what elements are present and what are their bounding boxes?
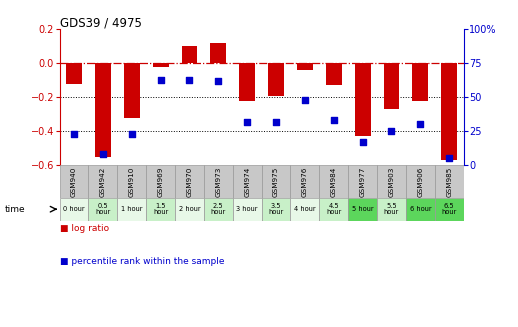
Text: GSM976: GSM976 bbox=[302, 166, 308, 197]
Text: time: time bbox=[5, 205, 26, 214]
Point bbox=[99, 152, 107, 157]
Bar bbox=[66, 63, 82, 84]
Text: GSM975: GSM975 bbox=[273, 166, 279, 197]
Text: 4.5
hour: 4.5 hour bbox=[326, 203, 341, 215]
Text: GSM903: GSM903 bbox=[388, 166, 395, 197]
Text: GSM969: GSM969 bbox=[157, 166, 164, 197]
Text: 3.5
hour: 3.5 hour bbox=[268, 203, 284, 215]
Bar bbox=[377, 198, 406, 221]
Bar bbox=[319, 198, 348, 221]
Text: ■ log ratio: ■ log ratio bbox=[60, 224, 109, 233]
Text: GSM910: GSM910 bbox=[128, 166, 135, 197]
Point bbox=[272, 119, 280, 124]
Bar bbox=[291, 198, 319, 221]
Point bbox=[70, 131, 78, 136]
Bar bbox=[175, 198, 204, 221]
Text: 6.5
hour: 6.5 hour bbox=[441, 203, 457, 215]
Bar bbox=[89, 198, 117, 221]
Bar bbox=[117, 198, 146, 221]
Bar bbox=[268, 63, 284, 95]
Point bbox=[358, 139, 367, 145]
Text: GSM970: GSM970 bbox=[186, 166, 193, 197]
Bar bbox=[146, 165, 175, 198]
Text: GSM906: GSM906 bbox=[418, 166, 423, 197]
Bar bbox=[124, 63, 140, 118]
Text: 2.5
hour: 2.5 hour bbox=[211, 203, 226, 215]
Text: 5.5
hour: 5.5 hour bbox=[384, 203, 399, 215]
Bar bbox=[204, 198, 233, 221]
Text: 1 hour: 1 hour bbox=[121, 206, 142, 212]
Bar bbox=[291, 165, 319, 198]
Bar bbox=[326, 63, 342, 85]
Bar bbox=[181, 46, 197, 63]
Text: 0 hour: 0 hour bbox=[63, 206, 85, 212]
Bar bbox=[233, 165, 262, 198]
Text: GSM985: GSM985 bbox=[446, 166, 452, 197]
Text: 3 hour: 3 hour bbox=[236, 206, 258, 212]
Text: GSM973: GSM973 bbox=[215, 166, 221, 197]
Text: GSM977: GSM977 bbox=[359, 166, 366, 197]
Text: GSM942: GSM942 bbox=[100, 166, 106, 197]
Bar bbox=[117, 165, 146, 198]
Bar bbox=[95, 63, 111, 157]
Bar bbox=[435, 198, 464, 221]
Bar bbox=[175, 165, 204, 198]
Bar bbox=[441, 63, 457, 160]
Point bbox=[127, 131, 136, 136]
Bar bbox=[262, 165, 291, 198]
Bar bbox=[319, 165, 348, 198]
Bar bbox=[60, 198, 89, 221]
Text: GSM974: GSM974 bbox=[244, 166, 250, 197]
Point bbox=[416, 122, 424, 127]
Bar bbox=[153, 63, 168, 67]
Bar bbox=[377, 165, 406, 198]
Bar bbox=[355, 63, 370, 136]
Bar bbox=[406, 198, 435, 221]
Text: GDS39 / 4975: GDS39 / 4975 bbox=[60, 16, 141, 29]
Bar bbox=[435, 165, 464, 198]
Bar bbox=[89, 165, 117, 198]
Bar bbox=[210, 43, 226, 63]
Text: 2 hour: 2 hour bbox=[179, 206, 200, 212]
Point bbox=[243, 119, 251, 124]
Point bbox=[214, 78, 222, 84]
Bar bbox=[412, 63, 428, 101]
Text: 1.5
hour: 1.5 hour bbox=[153, 203, 168, 215]
Bar bbox=[348, 165, 377, 198]
Bar bbox=[383, 63, 399, 109]
Bar bbox=[60, 165, 89, 198]
Bar bbox=[348, 198, 377, 221]
Bar bbox=[233, 198, 262, 221]
Text: GSM984: GSM984 bbox=[330, 166, 337, 197]
Text: ■ percentile rank within the sample: ■ percentile rank within the sample bbox=[60, 257, 224, 266]
Bar bbox=[239, 63, 255, 101]
Bar bbox=[204, 165, 233, 198]
Text: 5 hour: 5 hour bbox=[352, 206, 373, 212]
Text: GSM940: GSM940 bbox=[71, 166, 77, 197]
Point bbox=[329, 118, 338, 123]
Point bbox=[445, 156, 453, 161]
Bar bbox=[406, 165, 435, 198]
Bar bbox=[297, 63, 313, 70]
Point bbox=[156, 77, 165, 82]
Bar bbox=[262, 198, 291, 221]
Text: 0.5
hour: 0.5 hour bbox=[95, 203, 110, 215]
Text: 4 hour: 4 hour bbox=[294, 206, 315, 212]
Point bbox=[185, 77, 194, 82]
Point bbox=[301, 97, 309, 103]
Point bbox=[387, 129, 396, 134]
Text: 6 hour: 6 hour bbox=[410, 206, 431, 212]
Bar bbox=[146, 198, 175, 221]
